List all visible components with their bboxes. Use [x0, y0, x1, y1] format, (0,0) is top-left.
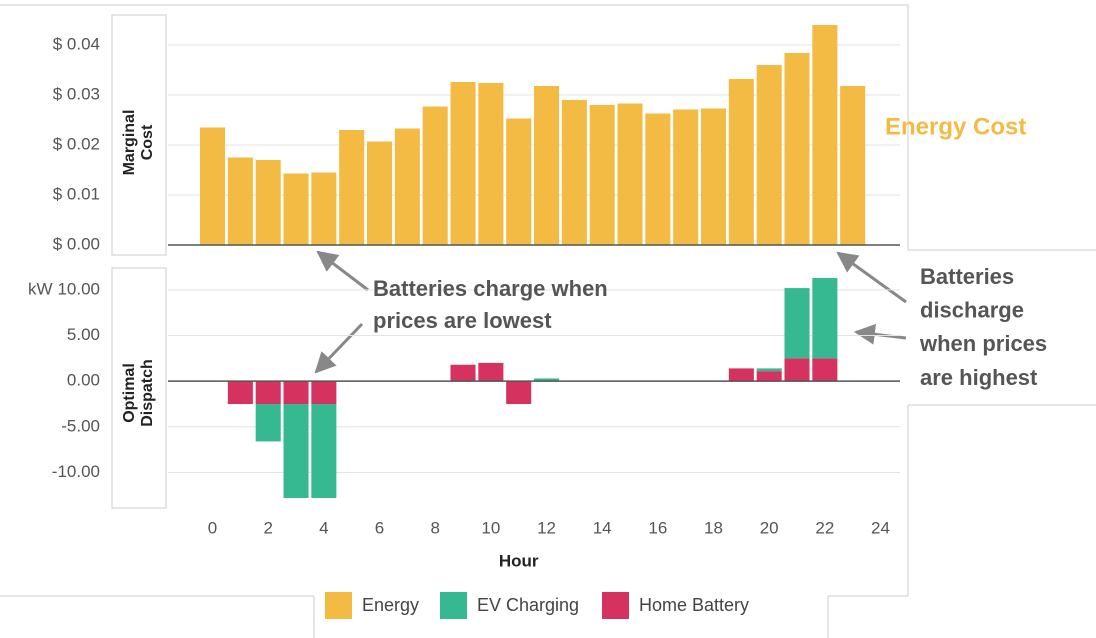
bar-segment [756, 368, 782, 372]
bar [367, 141, 393, 245]
legend-label: Home Battery [639, 595, 749, 615]
bar [311, 172, 337, 245]
bar [700, 108, 727, 245]
x-tick-label: 4 [319, 518, 328, 537]
arrow [836, 251, 907, 304]
x-tick-label: 16 [648, 518, 667, 537]
bar [840, 86, 866, 245]
bar-segment [728, 368, 754, 382]
y-tick-label: 5.00 [67, 325, 100, 344]
x-tick-label: 6 [375, 518, 384, 537]
bar [534, 86, 560, 245]
y-axis-label-line: Marginal [121, 110, 138, 176]
arrow [316, 250, 369, 292]
bar-segment [534, 378, 560, 382]
bar-segment [255, 403, 281, 442]
bar [756, 65, 782, 245]
bar [255, 160, 281, 245]
bar-segment [283, 381, 309, 404]
bar-segment [812, 358, 838, 382]
bar-segment [756, 371, 782, 382]
legend-label: Energy [362, 595, 419, 615]
x-tick-label: 14 [593, 518, 612, 537]
bar [784, 53, 810, 245]
bar [394, 128, 420, 245]
legend-label: EV Charging [477, 595, 579, 615]
bar-segment [450, 364, 476, 382]
bar-segment [311, 381, 337, 404]
annotation: prices are lowest [373, 308, 552, 333]
x-tick-label: 10 [481, 518, 500, 537]
bar-segment [478, 362, 504, 382]
bar [478, 83, 504, 245]
y-tick-label: $ 0.03 [53, 84, 100, 103]
annotation: discharge [920, 298, 1024, 323]
bar [450, 82, 476, 245]
y-axis-label-line: Cost [139, 124, 156, 160]
bar [422, 106, 448, 245]
y-tick-label: $ 0.00 [53, 234, 100, 253]
bar [812, 25, 838, 245]
annotation: Batteries [920, 264, 1014, 289]
bar [283, 173, 309, 245]
annotation: are highest [920, 365, 1038, 390]
legend-swatch [602, 592, 629, 619]
legend-swatch [440, 592, 467, 619]
x-tick-label: 12 [537, 518, 556, 537]
x-tick-label: 24 [871, 518, 890, 537]
frame [0, 4, 1096, 251]
bar-segment [283, 403, 309, 498]
bar [728, 79, 754, 245]
bar-segment [227, 381, 253, 404]
y-axis-label: OptimalDispatch [121, 359, 156, 427]
bar [673, 109, 699, 245]
bar [617, 103, 643, 245]
y-tick-label: -5.00 [61, 416, 100, 435]
y-tick-label: 0.00 [67, 371, 100, 390]
arrow [314, 322, 364, 374]
y-axis-label-line: Dispatch [139, 359, 156, 427]
legend-swatch [325, 592, 352, 619]
bar [589, 105, 615, 245]
annotation: when prices [919, 331, 1047, 356]
ylabel-box [111, 267, 167, 509]
x-tick-label: 0 [208, 518, 217, 537]
ylabel-box [111, 14, 167, 256]
x-tick-label: 20 [760, 518, 779, 537]
bar [506, 118, 532, 245]
bar [339, 130, 365, 245]
bar [200, 127, 226, 245]
y-tick-label: $ 0.02 [53, 134, 100, 153]
bar-segment [506, 381, 532, 404]
y-axis-label-line: Optimal [121, 363, 138, 423]
bar [561, 100, 587, 245]
x-axis-label: Hour [499, 551, 539, 570]
frame [0, 404, 1096, 638]
y-unit: kW [28, 279, 53, 298]
y-axis-label: MarginalCost [121, 110, 156, 176]
bar-segment [784, 288, 810, 359]
side-label: Energy Cost [885, 113, 1026, 140]
bar-segment [812, 278, 838, 359]
y-tick-label: 10.00 [57, 279, 100, 298]
y-tick-label: $ 0.04 [53, 34, 100, 53]
x-tick-label: 22 [815, 518, 834, 537]
x-tick-label: 8 [430, 518, 439, 537]
bar [645, 113, 671, 245]
x-tick-label: 2 [263, 518, 272, 537]
arrow [853, 323, 907, 345]
y-tick-label: $ 0.01 [53, 184, 100, 203]
x-tick-label: 18 [704, 518, 723, 537]
bar-segment [311, 403, 337, 498]
annotation: Batteries charge when [373, 276, 608, 301]
y-tick-label: -10.00 [52, 462, 100, 481]
bar-segment [255, 381, 281, 404]
bar [227, 157, 253, 245]
bar-segment [784, 358, 810, 382]
